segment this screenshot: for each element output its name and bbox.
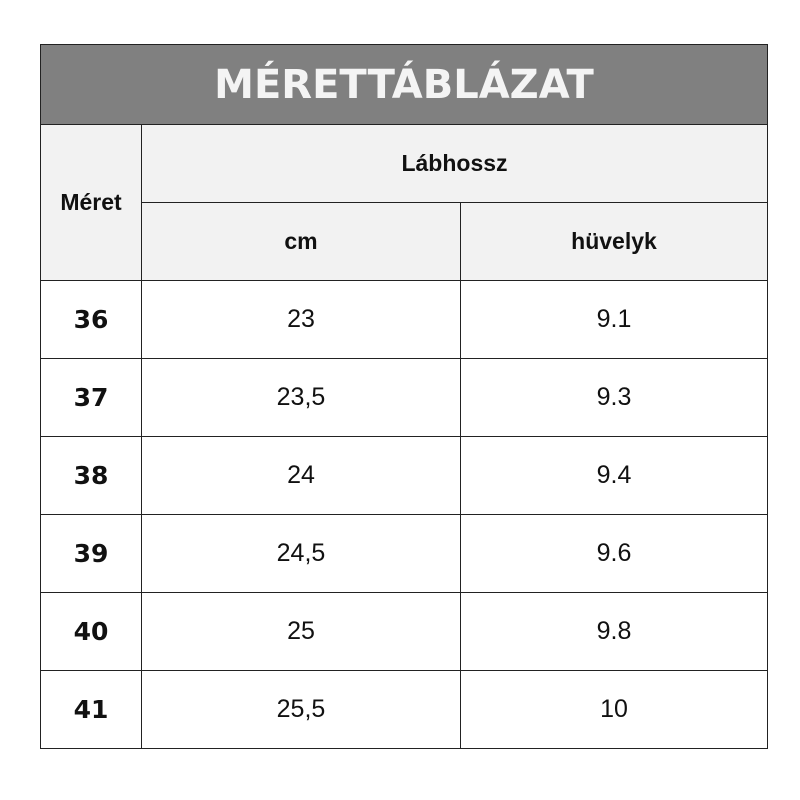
- cell-size: 38: [40, 436, 142, 515]
- cell-inch: 9.4: [460, 436, 768, 515]
- table-row: 41 25,5 10: [40, 670, 768, 749]
- cell-inch: 9.3: [460, 358, 768, 437]
- cell-size: 36: [40, 280, 142, 359]
- table-row: 37 23,5 9.3: [40, 358, 768, 437]
- table-row: 39 24,5 9.6: [40, 514, 768, 593]
- cell-inch: 9.6: [460, 514, 768, 593]
- cell-size: 40: [40, 592, 142, 671]
- cell-cm: 25: [141, 592, 461, 671]
- header-size: Méret: [40, 124, 142, 281]
- table-row: 40 25 9.8: [40, 592, 768, 671]
- cell-cm: 23,5: [141, 358, 461, 437]
- header-foot-length: Lábhossz: [141, 124, 768, 203]
- cell-cm: 24: [141, 436, 461, 515]
- cell-inch: 9.1: [460, 280, 768, 359]
- cell-inch: 10: [460, 670, 768, 749]
- cell-size: 41: [40, 670, 142, 749]
- size-chart-table: MÉRETTÁBLÁZAT Méret Lábhossz cm hüvelyk …: [40, 44, 768, 749]
- cell-size: 37: [40, 358, 142, 437]
- table-row: 38 24 9.4: [40, 436, 768, 515]
- cell-cm: 25,5: [141, 670, 461, 749]
- table-title: MÉRETTÁBLÁZAT: [40, 44, 768, 125]
- cell-cm: 24,5: [141, 514, 461, 593]
- cell-inch: 9.8: [460, 592, 768, 671]
- cell-size: 39: [40, 514, 142, 593]
- header-cm: cm: [141, 202, 461, 281]
- header-inch: hüvelyk: [460, 202, 768, 281]
- table-row: 36 23 9.1: [40, 280, 768, 359]
- cell-cm: 23: [141, 280, 461, 359]
